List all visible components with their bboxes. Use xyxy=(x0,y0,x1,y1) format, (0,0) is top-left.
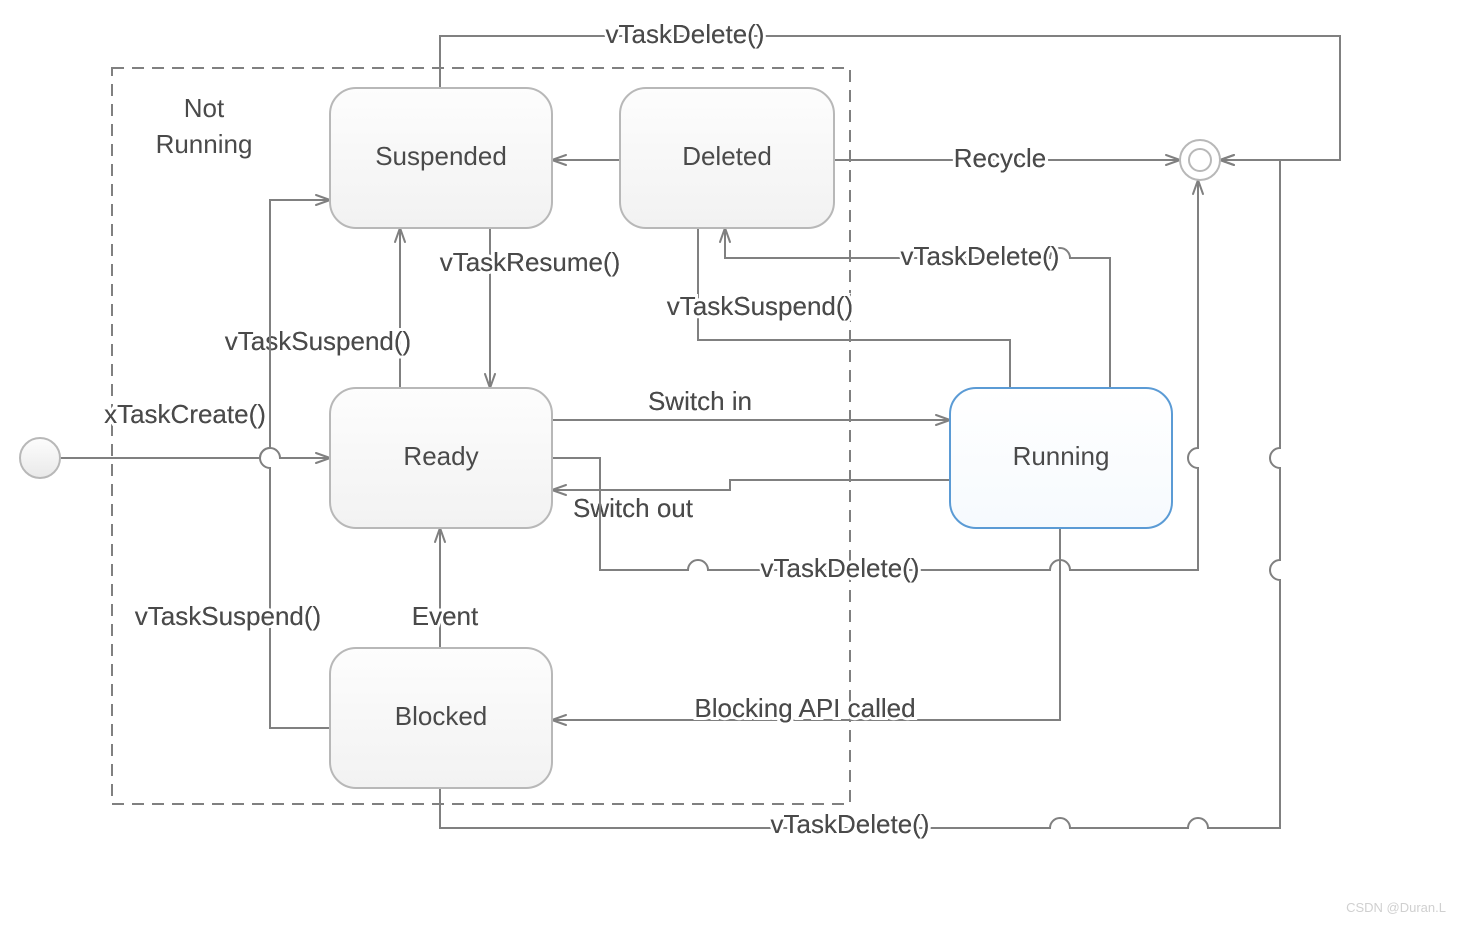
edge-run-deleted-label: vTaskDelete() xyxy=(901,241,1060,271)
edge-susp-deleted-top-label: vTaskDelete() xyxy=(606,19,765,49)
edge-deleted-final-label: Recycle xyxy=(954,143,1046,173)
container-label-2: Running xyxy=(156,129,253,159)
start-node xyxy=(20,438,60,478)
edge-run-ready xyxy=(552,480,950,490)
edge-create xyxy=(60,448,330,458)
blocked-label: Blocked xyxy=(395,701,488,731)
edge-ready-del-label: vTaskDelete() xyxy=(761,553,920,583)
edge-block-susp-label: vTaskSuspend() xyxy=(135,601,321,631)
edge-block-susp xyxy=(260,200,330,728)
edge-ready-susp-label: vTaskSuspend() xyxy=(225,326,411,356)
final-node-inner xyxy=(1189,149,1211,171)
edge-ready-run-label: Switch in xyxy=(648,386,752,416)
ready-label: Ready xyxy=(403,441,478,471)
nodes-layer: Suspended Deleted Ready Blocked Running xyxy=(20,88,1220,788)
suspended-label: Suspended xyxy=(375,141,507,171)
edge-run-ready-label: Switch out xyxy=(573,493,694,523)
edge-run-block-label: Blocking API called xyxy=(694,693,915,723)
container-label-1: Not xyxy=(184,93,225,123)
edge-susp-ready-label: vTaskResume() xyxy=(440,247,621,277)
edge-block-del-label: vTaskDelete() xyxy=(771,809,930,839)
watermark: CSDN @Duran.L xyxy=(1346,900,1446,915)
deleted-label: Deleted xyxy=(682,141,772,171)
edge-run-susp-label: vTaskSuspend() xyxy=(667,291,853,321)
edge-create-label: xTaskCreate() xyxy=(104,399,266,429)
edge-block-ready-label: Event xyxy=(412,601,479,631)
running-label: Running xyxy=(1013,441,1110,471)
state-diagram: NotRunningxTaskCreate()xTaskCreate()vTas… xyxy=(0,0,1462,926)
